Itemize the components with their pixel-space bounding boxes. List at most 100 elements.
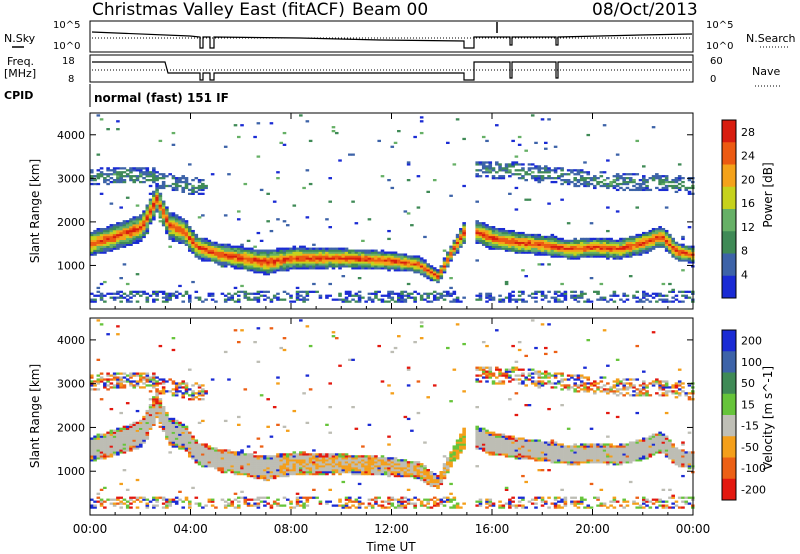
- velocity-cell: [269, 455, 274, 458]
- power-cell: [570, 171, 574, 174]
- power-cell: [504, 243, 509, 246]
- velocity-cell: [122, 380, 127, 383]
- velocity-cell: [132, 427, 137, 430]
- velocity-cell: [289, 472, 293, 476]
- power-cell: [272, 294, 277, 297]
- power-cell: [560, 294, 564, 297]
- power-cell: [181, 241, 186, 244]
- power-cell: [390, 253, 395, 256]
- velocity-cell: [93, 443, 97, 446]
- power-cell: [655, 237, 659, 241]
- power-cell: [223, 257, 228, 260]
- velocity-cell: [197, 455, 202, 458]
- power-cell: [138, 220, 143, 223]
- power-cell: [93, 249, 97, 252]
- power-cell: [606, 253, 610, 256]
- power-cell: [642, 249, 646, 252]
- power-cell: [498, 175, 502, 178]
- velocity-cell: [106, 445, 110, 448]
- velocity-cell: [308, 496, 313, 499]
- velocity-cell: [132, 447, 137, 450]
- velocity-cell: [272, 469, 277, 472]
- power-cell: [272, 249, 277, 252]
- power-cell: [498, 231, 502, 235]
- power-cell: [174, 229, 179, 233]
- power-cell: [560, 292, 564, 295]
- power-cell: [593, 255, 597, 258]
- power-cell: [361, 267, 365, 270]
- velocity-cell: [325, 502, 329, 505]
- power-cell: [125, 237, 130, 241]
- power-cell: [171, 294, 176, 297]
- power-cell: [305, 249, 310, 252]
- power-cell: [530, 245, 535, 248]
- power-cell: [122, 222, 127, 225]
- power-cell: [687, 190, 692, 194]
- power-cell: [439, 296, 444, 299]
- power-cell: [158, 210, 163, 213]
- velocity-cell: [390, 350, 395, 354]
- power-cell: [406, 294, 411, 297]
- velocity-cell: [295, 467, 300, 470]
- power-cell: [566, 180, 571, 184]
- power-cell: [540, 175, 545, 178]
- velocity-cell: [272, 472, 277, 476]
- power-cell: [174, 184, 179, 188]
- power-cell: [233, 265, 238, 268]
- power-cell: [119, 243, 123, 246]
- velocity-cell: [240, 467, 244, 470]
- power-cell: [642, 175, 646, 178]
- velocity-cell: [93, 504, 97, 507]
- power-cell: [553, 177, 558, 180]
- velocity-cell: [181, 427, 186, 430]
- power-cell: [289, 294, 293, 297]
- power-cell: [292, 253, 297, 256]
- velocity-cell: [194, 447, 199, 450]
- power-cell: [194, 190, 199, 194]
- power-cell: [125, 300, 130, 303]
- power-cell: [586, 180, 591, 184]
- power-cell: [449, 300, 453, 303]
- power-cell: [155, 200, 159, 203]
- power-cell: [295, 249, 300, 252]
- power-cell: [207, 257, 212, 260]
- power-cell: [331, 261, 336, 264]
- velocity-cell: [142, 421, 146, 425]
- power-cell: [651, 227, 656, 231]
- velocity-cell: [383, 457, 388, 460]
- power-cell: [230, 253, 235, 256]
- power-cell: [599, 298, 604, 301]
- power-cell: [181, 229, 186, 233]
- power-cell: [194, 249, 199, 252]
- velocity-cell: [93, 449, 97, 452]
- power-cell: [586, 182, 591, 186]
- power-cell: [253, 296, 257, 299]
- power-cell: [158, 220, 163, 223]
- power-cell: [547, 235, 551, 239]
- power-cell: [521, 251, 525, 254]
- power-cell: [628, 239, 633, 243]
- velocity-cell: [99, 398, 104, 401]
- velocity-cell: [354, 463, 359, 466]
- power-cell: [285, 247, 290, 250]
- power-cell: [220, 263, 225, 266]
- power-cell: [184, 184, 189, 188]
- power-cell: [475, 298, 479, 301]
- velocity-cell: [351, 500, 355, 503]
- power-cell: [285, 261, 290, 264]
- velocity-cell: [96, 496, 101, 499]
- power-cell: [148, 214, 153, 217]
- power-cell: [393, 259, 398, 262]
- power-cell: [462, 241, 466, 244]
- power-cell: [393, 257, 398, 260]
- power-cell: [615, 249, 620, 252]
- velocity-cell: [168, 390, 172, 393]
- power-cell: [416, 267, 421, 270]
- power-cell: [174, 296, 179, 299]
- power-cell: [625, 251, 630, 254]
- power-cell: [331, 257, 336, 260]
- power-cell: [230, 294, 235, 297]
- velocity-cell: [119, 443, 123, 446]
- power-cell: [436, 271, 440, 274]
- power-cell: [570, 253, 574, 256]
